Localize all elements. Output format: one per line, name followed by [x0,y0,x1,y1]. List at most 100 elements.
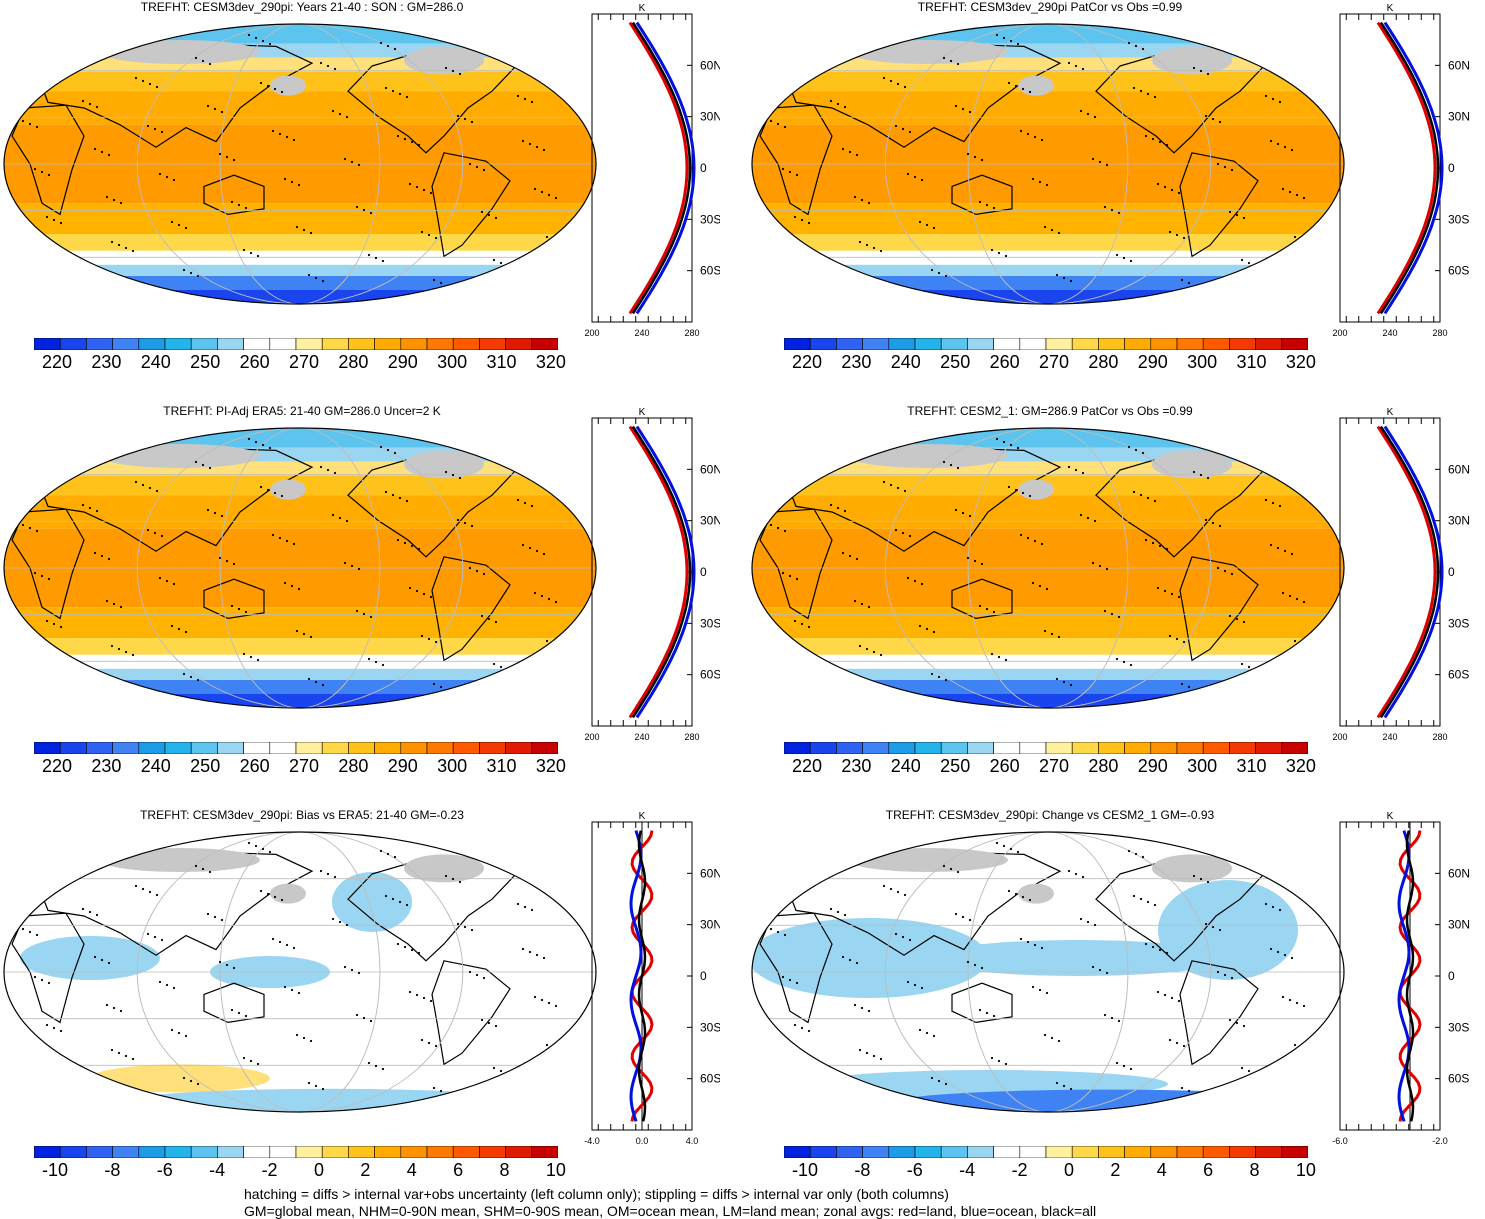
panel-title-4: TREFHT: CESM2_1: GM=286.9 PatCor vs Obs … [907,404,1193,418]
stipple-dot [1033,539,1037,543]
stipple-dot [942,864,946,868]
stipple-dot [451,877,455,881]
stipple-dot [345,115,349,119]
stipple-dot [1247,665,1251,669]
colorbar-swatch [1229,1146,1256,1158]
temperature-band [752,43,1344,58]
stipple-dot [1307,241,1311,245]
stipple-dot [769,119,773,123]
stipple-dot [1122,256,1126,260]
stipple-dot [76,862,80,866]
stipple-dot [302,228,306,232]
stipple-dot [1252,46,1256,50]
stipple-dot [434,236,438,240]
colorbar-tick-label: 260 [989,756,1020,776]
profile-x-label: 240 [1382,732,1397,742]
stipple-dot [83,461,87,465]
stipple-dot [769,927,773,931]
colorbar-swatch [34,338,61,350]
colorbar-tick-label: 250 [940,756,971,776]
stipple-dot [1026,132,1030,136]
land-zonal-line [628,21,689,315]
continent-outline [951,578,1013,620]
stipple-dot [290,988,294,992]
stipple-dot [766,32,770,36]
stipple-dot [1105,163,1109,167]
colorbar-swatch [1045,1146,1073,1158]
colorbar-swatch [190,1146,218,1158]
stipple-dot [1153,95,1157,99]
colorbar-swatch [1071,1146,1099,1158]
stipple-dot [482,976,486,980]
stipple-dot [992,610,996,614]
stipple-dot [891,37,895,41]
stipple-dot [1293,235,1297,239]
stipple-dot [535,549,539,553]
continent-outline [951,982,1013,1024]
colorbar-labels-4: 220 230 240 250 260 270 280 290 300 310 320 [784,756,1324,777]
stipple-dot [1324,882,1328,886]
colorbar-swatch [914,742,942,754]
stipple-dot [817,455,821,459]
stipple-dot [1175,1041,1179,1045]
stipple-dot [1170,592,1174,596]
stipple-dot [819,269,823,273]
stipple-dot [398,900,402,904]
stipple-dot [1081,67,1085,71]
stipple-dot [793,215,797,219]
stipple-dot [533,591,537,595]
stipple-dot [855,961,859,965]
stipple-dot [266,488,270,492]
colorbar-tick-label: 310 [1236,352,1267,372]
stipple-dot [836,910,840,914]
colorbar-swatch [1098,742,1125,754]
stipple-dot [396,134,400,138]
stipple-dot [158,980,162,984]
stipple-dot [1067,61,1071,65]
stipple-dot [415,993,419,997]
stipple-dot [1110,1016,1114,1020]
stipple-dot [1062,680,1066,684]
colorbar-swatch [967,1146,994,1158]
missing-land-area [270,75,306,96]
stipple-dot [307,1081,311,1085]
stipple-dot [350,160,354,164]
stipple-dot [331,917,335,921]
stipple-dot [932,630,936,634]
stipple-dot [23,77,27,81]
stipple-dot [557,687,561,691]
stipple-dot [480,1018,484,1022]
stipple-dot [122,1096,126,1100]
stipple-dot [980,966,984,970]
stipple-dot [280,494,284,498]
colorbar-tick-label: 230 [841,756,872,776]
continent-outline [759,508,833,620]
stipple-dot [930,1076,934,1080]
stipple-dot [870,692,874,696]
stipple-dot [1115,1061,1119,1065]
stipple-dot [1175,233,1179,237]
colorbar-labels-3: 220 230 240 250 260 270 280 290 300 310 320 [34,756,574,777]
stipple-dot [338,112,342,116]
stipple-dot [1129,1067,1133,1071]
stipple-dot [547,193,551,197]
latitude-label: 60N [1448,58,1470,72]
stipple-dot [1033,135,1037,139]
latitude-label: 60N [1448,462,1470,476]
stipple-dot [487,213,491,217]
stipple-dot [146,528,150,532]
stipple-dot [920,582,924,586]
stipple-dot [1192,66,1196,70]
stipple-dot [937,675,941,679]
colorbar-swatch [836,742,863,754]
colorbar-tick-label: 4 [406,1160,417,1180]
stipple-dot [1016,850,1020,854]
colorbar-tick-label: 320 [535,352,566,372]
colorbar-tick-label: 230 [91,352,122,372]
temperature-band [752,276,1344,290]
stipple-dot [283,177,287,181]
stipple-dot [237,203,241,207]
stipple-dot [1223,165,1227,169]
stipple-dot [283,985,287,989]
stipple-dot [523,905,527,909]
